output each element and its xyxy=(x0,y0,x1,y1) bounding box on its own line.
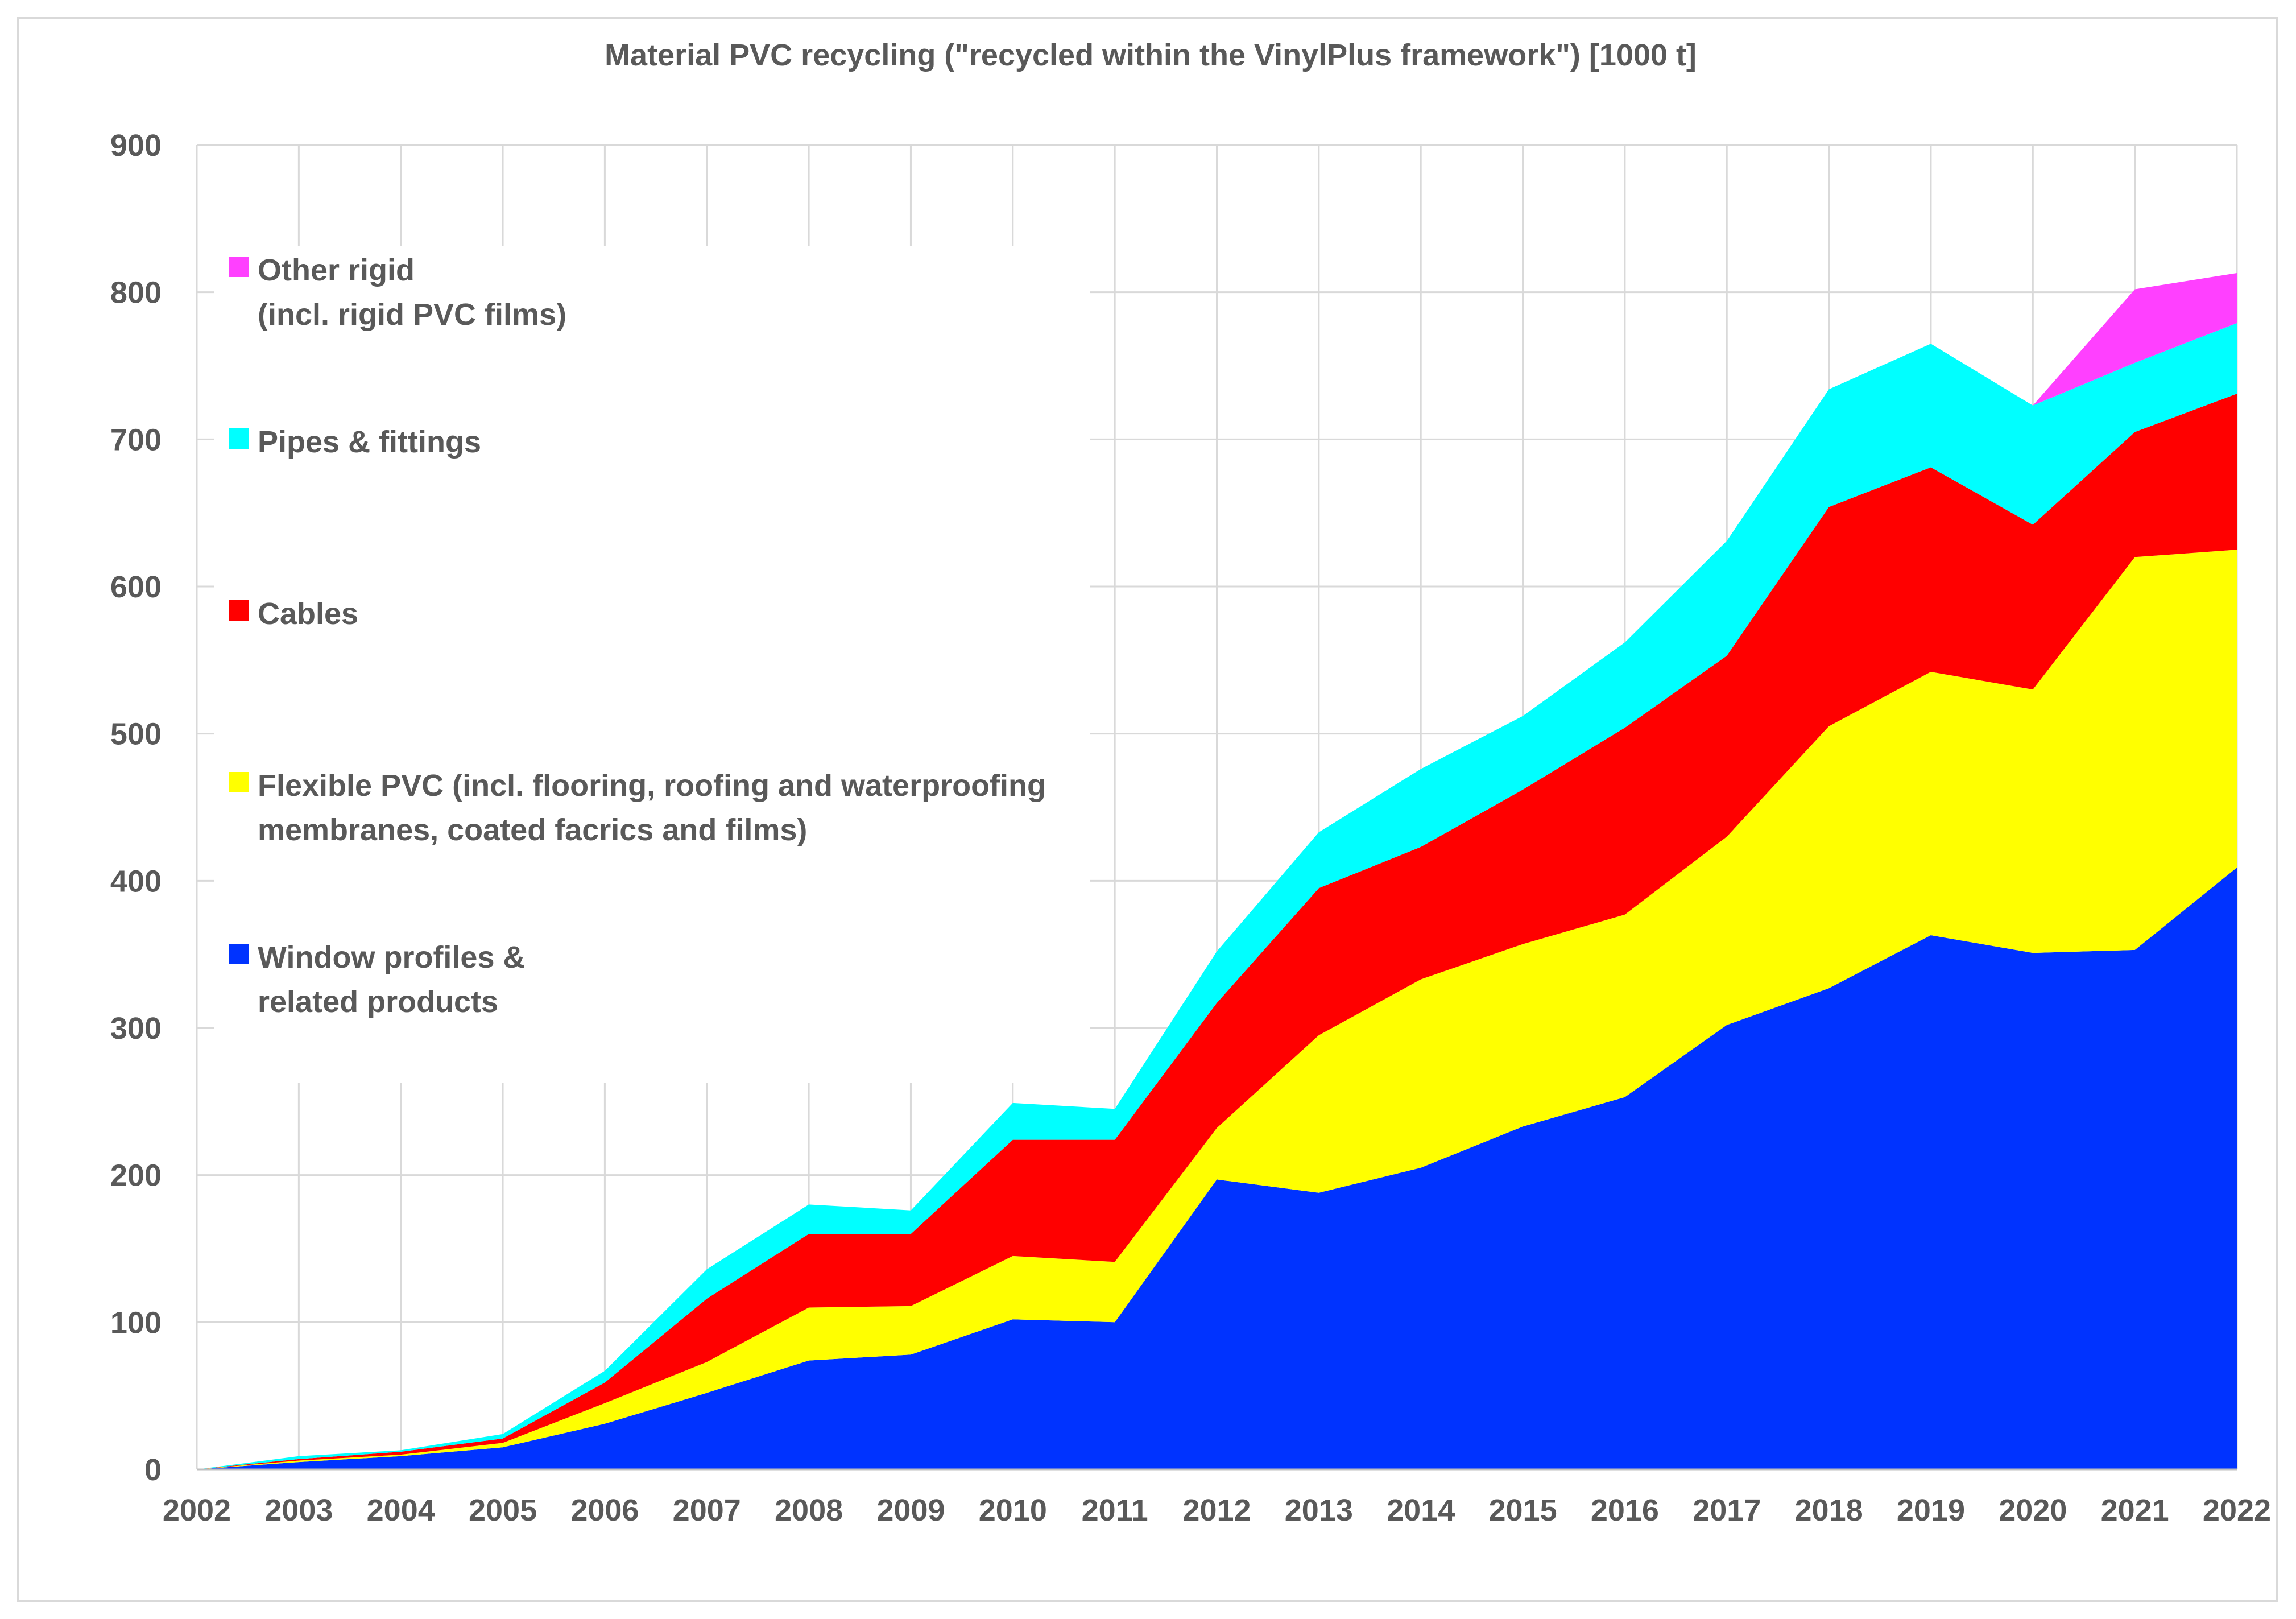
legend-label-0-line-0: Window profiles & xyxy=(258,940,526,974)
x-tick-label-2005: 2005 xyxy=(469,1493,537,1527)
x-tick-label-2012: 2012 xyxy=(1182,1493,1251,1527)
legend-swatch-2 xyxy=(229,600,249,621)
area-series-2-cables xyxy=(197,394,2237,1469)
y-tick-label-700: 700 xyxy=(110,423,162,457)
legend-label-2-line-0: Cables xyxy=(258,597,358,631)
legend-background xyxy=(214,246,1090,1083)
x-tick-label-2015: 2015 xyxy=(1488,1493,1557,1527)
legend-label-1-line-1: membranes, coated facrics and films) xyxy=(258,813,807,847)
chart-frame: 0 100 200 300 400 500 600 700 800 900 2002 2003 2004… xyxy=(17,17,2278,1602)
x-tick-label-2013: 2013 xyxy=(1285,1493,1353,1527)
y-tick-label-200: 200 xyxy=(110,1159,162,1193)
x-tick-label-2004: 2004 xyxy=(367,1493,435,1527)
y-tick-label-400: 400 xyxy=(110,864,162,898)
legend-swatch-4 xyxy=(229,257,249,277)
x-tick-label-2008: 2008 xyxy=(775,1493,843,1527)
x-tick-label-2018: 2018 xyxy=(1795,1493,1863,1527)
x-tick-label-2017: 2017 xyxy=(1693,1493,1761,1527)
legend-label-0-line-1: related products xyxy=(258,985,498,1019)
legend-swatch-1 xyxy=(229,772,249,792)
legend-swatch-3 xyxy=(229,428,249,449)
x-tick-label-2010: 2010 xyxy=(979,1493,1047,1527)
y-tick-label-600: 600 xyxy=(110,570,162,604)
stacked-area-chart: 0 100 200 300 400 500 600 700 800 900 2002 2003 2004… xyxy=(110,38,2271,1527)
x-tick-label-2002: 2002 xyxy=(163,1493,231,1527)
x-tick-label-2020: 2020 xyxy=(1999,1493,2067,1527)
area-series-3-pipes-fittings xyxy=(197,323,2237,1469)
x-tick-label-2016: 2016 xyxy=(1591,1493,1659,1527)
x-tick-label-2007: 2007 xyxy=(673,1493,741,1527)
x-tick-label-2011: 2011 xyxy=(1082,1493,1148,1527)
x-tick-label-2019: 2019 xyxy=(1897,1493,1965,1527)
legend-label-1-line-0: Flexible PVC (incl. flooring, roofing an… xyxy=(258,769,1046,803)
y-tick-label-500: 500 xyxy=(110,717,162,751)
y-tick-label-300: 300 xyxy=(110,1011,162,1046)
y-tick-label-100: 100 xyxy=(110,1306,162,1340)
x-tick-label-2014: 2014 xyxy=(1387,1493,1455,1527)
series-areas xyxy=(197,273,2237,1469)
legend-label-4-line-0: Other rigid xyxy=(258,253,415,287)
legend-swatch-0 xyxy=(229,944,249,964)
legend: Window profiles & related products Flexibl… xyxy=(214,246,1090,1083)
legend-label-3-line-0: Pipes & fittings xyxy=(258,425,481,459)
y-tick-label-0: 0 xyxy=(144,1453,162,1487)
y-tick-label-800: 800 xyxy=(110,276,162,310)
x-tick-label-2009: 2009 xyxy=(876,1493,945,1527)
area-series-0-window-profiles-related-produc xyxy=(197,868,2237,1469)
x-tick-label-2021: 2021 xyxy=(2101,1493,2169,1527)
y-tick-label-900: 900 xyxy=(110,129,162,163)
axes: 0 100 200 300 400 500 600 700 800 900 2002 2003 2004… xyxy=(110,129,2271,1527)
chart-title: Material PVC recycling ("recycled within… xyxy=(605,38,1697,72)
x-tick-label-2003: 2003 xyxy=(264,1493,333,1527)
legend-label-4-line-1: (incl. rigid PVC films) xyxy=(258,298,566,332)
x-tick-label-2006: 2006 xyxy=(570,1493,639,1527)
x-tick-label-2022: 2022 xyxy=(2203,1493,2271,1527)
